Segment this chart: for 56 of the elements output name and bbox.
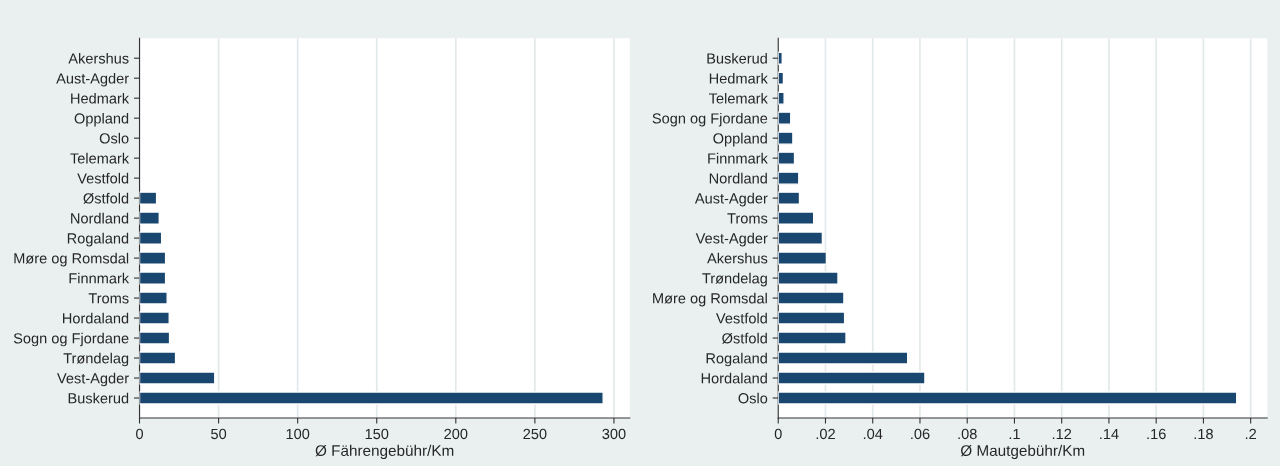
x-tick-label: 250: [523, 428, 547, 440]
x-tick-label: 300: [602, 428, 626, 440]
y-tick-label: Oppland: [74, 112, 129, 127]
x-axis-title: Ø Mautgebühr/Km: [960, 444, 1085, 460]
y-tick-label: Akershus: [707, 252, 768, 264]
y-tick-label: Østfold: [722, 332, 767, 344]
y-tick-label: Akershus: [68, 52, 129, 64]
y-tick-label: Vest-Agder: [57, 372, 129, 387]
y-tick-label: Oslo: [738, 392, 768, 404]
y-tick-label: Hedmark: [71, 92, 130, 104]
x-tick-label: .02: [816, 428, 835, 440]
x-axis-title: Ø Fährengebühr/Km: [315, 444, 454, 460]
y-tick-label: Finnmark: [69, 272, 130, 284]
y-tick-label: Hedmark: [709, 72, 768, 84]
x-tick-label: 0: [136, 428, 144, 440]
y-tick-label: Møre og Romsdal: [14, 252, 129, 267]
x-tick-label: .2: [1245, 428, 1257, 439]
y-tick-label: Trøndelag: [63, 352, 129, 367]
x-tick-label: .08: [958, 428, 977, 440]
y-tick-label: Vest-Agder: [695, 232, 768, 247]
y-tick-label: Sogn og Fjordane: [652, 112, 768, 127]
y-tick-label: Oslo: [99, 132, 129, 144]
y-tick-label: Buskerud: [68, 392, 129, 404]
y-tick-label: Nordland: [709, 172, 767, 184]
x-tick-label: .16: [1147, 428, 1166, 440]
x-tick-label: 50: [211, 428, 227, 440]
x-tick-label: .1: [1009, 428, 1020, 439]
y-tick-label: Rogaland: [67, 232, 129, 247]
y-tick-label: Oppland: [713, 132, 767, 147]
x-tick-label: .12: [1052, 428, 1072, 439]
x-tick-label: .14: [1100, 428, 1119, 439]
x-tick-label: .06: [911, 428, 930, 440]
y-tick-label: Troms: [88, 293, 129, 304]
x-tick-label: 0: [774, 428, 782, 440]
y-tick-label: Finnmark: [708, 152, 768, 164]
y-tick-label: Buskerud: [707, 52, 767, 64]
y-tick-label: Aust-Agder: [694, 192, 768, 207]
y-tick-label: Vestfold: [716, 312, 767, 324]
x-tick-label: .18: [1194, 428, 1213, 440]
y-tick-label: Telemark: [709, 92, 768, 104]
y-tick-label: Sogn og Fjordane: [13, 332, 129, 347]
x-tick-label: 100: [286, 428, 310, 440]
y-tick-label: Hordaland: [701, 372, 767, 384]
x-tick-label: 200: [444, 428, 468, 440]
y-tick-label: Troms: [727, 213, 768, 224]
y-tick-label: Aust-Agder: [56, 72, 129, 87]
y-tick-label: Møre og Romsdal: [653, 292, 767, 307]
y-tick-label: Nordland: [71, 212, 129, 224]
y-tick-label: Hordaland: [63, 312, 129, 324]
y-tick-label: Rogaland: [706, 352, 767, 367]
y-tick-label: Vestfold: [77, 172, 129, 184]
y-tick-label: Trøndelag: [702, 272, 767, 287]
y-tick-label: Telemark: [70, 152, 130, 164]
y-tick-label: Østfold: [83, 192, 129, 204]
x-tick-label: .04: [863, 428, 883, 440]
x-tick-label: 150: [365, 428, 389, 440]
